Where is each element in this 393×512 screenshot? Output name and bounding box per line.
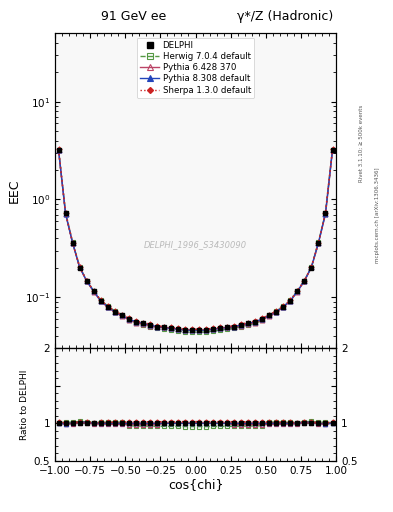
- Legend: DELPHI, Herwig 7.0.4 default, Pythia 6.428 370, Pythia 8.308 default, Sherpa 1.3: DELPHI, Herwig 7.0.4 default, Pythia 6.4…: [137, 37, 254, 98]
- Text: Rivet 3.1.10; ≥ 500k events: Rivet 3.1.10; ≥ 500k events: [359, 105, 364, 182]
- Y-axis label: EEC: EEC: [7, 179, 20, 203]
- X-axis label: cos{chi}: cos{chi}: [168, 478, 223, 492]
- Text: γ*/Z (Hadronic): γ*/Z (Hadronic): [237, 10, 334, 23]
- Text: 91 GeV ee: 91 GeV ee: [101, 10, 166, 23]
- Y-axis label: Ratio to DELPHI: Ratio to DELPHI: [20, 369, 29, 440]
- Text: DELPHI_1996_S3430090: DELPHI_1996_S3430090: [144, 240, 247, 249]
- Text: mcplots.cern.ch [arXiv:1306.3436]: mcplots.cern.ch [arXiv:1306.3436]: [375, 167, 380, 263]
